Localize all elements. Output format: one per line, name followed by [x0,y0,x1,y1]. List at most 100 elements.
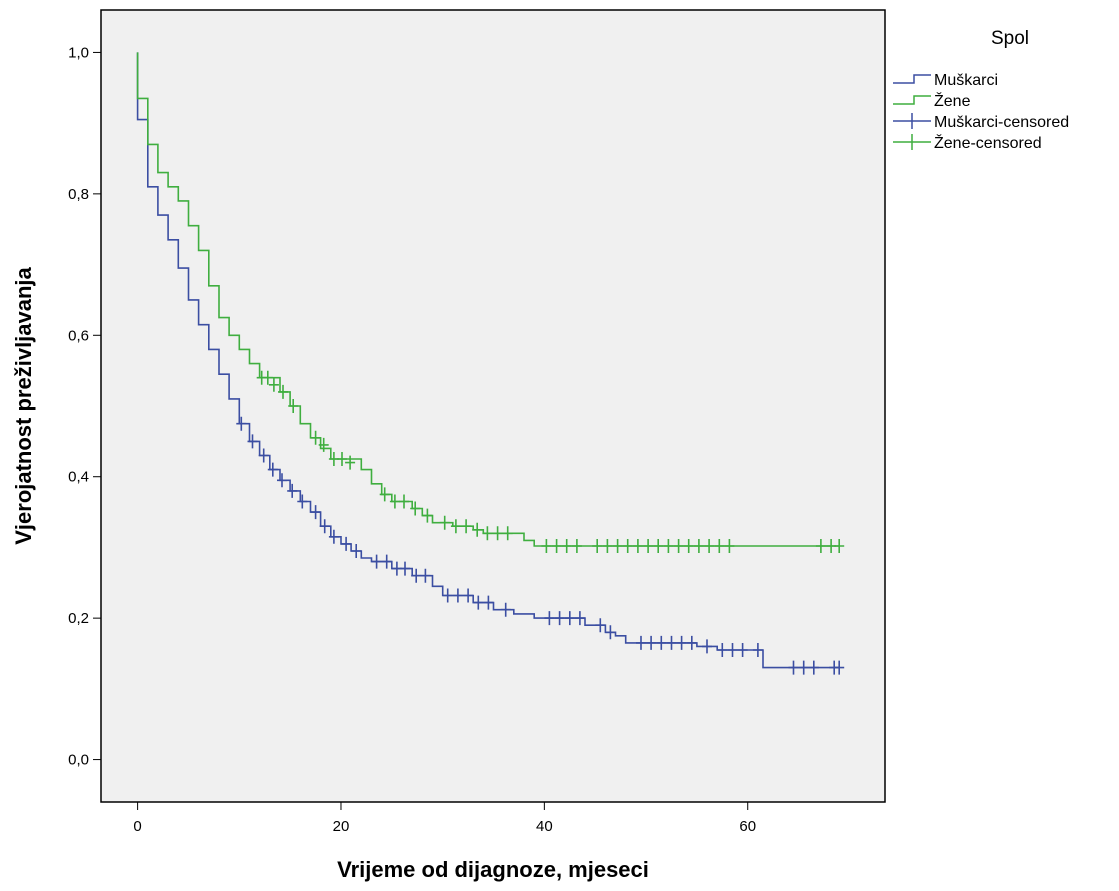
legend-title: Spol [991,28,1029,49]
censor-mark [422,508,433,523]
censor-mark [788,660,799,675]
legend-censor-swatch [893,113,931,129]
y-axis-title: Vjerojatnost preživljavanja [11,266,36,544]
censor-mark [268,377,279,392]
legend-censor-swatch [893,134,931,150]
censor-mark [483,595,494,610]
censor-mark [653,539,664,553]
censor-mark [643,539,654,553]
censor-mark [337,452,347,466]
censor-mark [341,536,352,551]
censor-mark [319,519,330,534]
censor-mark [717,643,728,657]
censor-mark [345,455,356,470]
censor-mark [752,643,763,657]
x-tick-label: 0 [133,818,141,835]
censor-mark [592,539,603,553]
censor-mark [287,483,298,498]
censor-mark [381,554,392,569]
censor-mark [693,539,704,553]
censor-mark [666,635,677,650]
censor-mark [351,544,362,558]
censor-mark [683,539,694,553]
censor-mark [686,635,697,650]
censor-mark [544,611,555,626]
censor-mark [541,539,552,553]
censor-mark [602,539,613,553]
censor-mark [277,473,287,488]
censor-mark [411,568,422,583]
censor-mark [571,539,582,553]
censor-mark [389,494,400,509]
censor-mark [622,539,633,553]
censor-mark [379,487,390,502]
censor-mark [236,416,247,431]
censor-mark [612,539,623,553]
legend-step-swatch [893,74,931,84]
censor-mark [702,639,712,654]
censor-mark [410,501,421,516]
x-tick-label: 60 [739,818,756,835]
censor-mark [714,539,725,553]
censor-mark [595,618,606,633]
censor-mark [450,519,461,534]
censor-mark [815,539,826,553]
y-tick-label: 0,8 [68,186,89,203]
censor-mark [724,539,735,553]
legend-label: Muškarci [934,72,998,89]
x-tick-label: 40 [536,818,553,835]
censor-mark [328,529,339,544]
censor-mark [278,384,288,399]
censor-mark [247,434,258,449]
censor-mark [310,505,321,520]
censor-mark [371,554,382,569]
censor-mark [318,437,329,452]
censor-mark [798,660,809,675]
y-tick-label: 0,6 [68,327,89,344]
censor-mark [554,611,565,626]
censor-mark [727,643,738,657]
censor-mark [551,539,562,553]
plot-area [100,9,886,803]
legend-label: Muškarci-censored [934,114,1069,131]
censor-mark [262,370,273,385]
censor-mark [442,588,453,603]
censor-mark [482,526,493,541]
y-tick-label: 0,4 [68,469,89,486]
legend-label: Žene [934,91,971,110]
y-tick-label: 0,2 [68,610,89,627]
censor-mark [646,635,657,650]
censor-mark [473,595,484,610]
censor-mark [561,539,572,553]
x-tick-label: 20 [333,818,350,835]
censor-mark [574,611,585,626]
censor-mark [737,643,748,657]
censor-mark [636,635,646,650]
censor-mark [463,588,474,603]
censor-marks [236,370,845,675]
censor-mark [632,539,643,553]
censor-mark [400,561,410,576]
censor-mark [297,494,308,509]
censor-mark [663,539,674,553]
censor-mark [500,602,511,617]
censor-mark [808,660,819,675]
censor-mark [502,526,513,541]
censor-mark [267,462,278,477]
censor-mark [673,539,684,553]
legend-label: Žene-censored [934,133,1042,152]
censor-mark [258,448,269,463]
legend-step-swatch [893,95,931,105]
censor-mark [676,635,687,650]
censor-mark [439,515,450,530]
censor-mark [834,539,845,553]
censor-mark [492,526,503,541]
censor-mark [420,568,431,583]
y-tick-label: 1,0 [68,44,89,61]
censor-mark [310,430,321,445]
censor-mark [605,625,616,640]
censor-mark [461,519,472,534]
censor-mark [288,399,299,413]
censor-mark [452,588,463,603]
